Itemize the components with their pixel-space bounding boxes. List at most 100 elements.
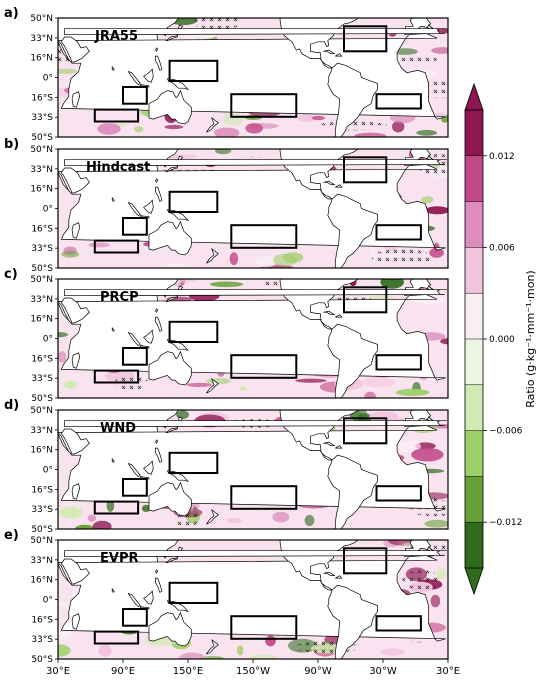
region-boxes bbox=[93, 25, 422, 123]
latitude-tick-label: 50°S bbox=[31, 133, 53, 143]
panel-letter: e) bbox=[4, 528, 19, 543]
land-philippines bbox=[155, 577, 163, 593]
land-arabia bbox=[60, 428, 90, 455]
land-philippines bbox=[155, 447, 163, 463]
colorbar-segment bbox=[465, 110, 483, 157]
panel-name: Hindcast bbox=[86, 160, 150, 175]
land-madagascar bbox=[71, 222, 81, 239]
land-madagascar bbox=[71, 352, 81, 369]
land-arabia bbox=[60, 558, 90, 585]
land-greece-turkey bbox=[64, 550, 447, 558]
region-box-5 bbox=[343, 417, 388, 445]
land-africa bbox=[58, 294, 446, 381]
land-newzealand bbox=[206, 117, 219, 133]
latitude-tick-label: 50°N bbox=[30, 14, 53, 24]
land-masses bbox=[58, 410, 447, 529]
colorbar-segment bbox=[465, 339, 483, 386]
panel-name: PRCP bbox=[100, 290, 139, 305]
colorbar-tick-label: 0.000 bbox=[489, 335, 515, 345]
region-box-2 bbox=[122, 347, 148, 366]
map-panel-4: 50°N 33°N 16°N 0° 16°S 33°S 50°S d) WND bbox=[4, 398, 449, 535]
land-australia bbox=[148, 89, 192, 125]
region-box-1 bbox=[93, 500, 140, 515]
region-box-3 bbox=[168, 320, 219, 343]
land-sri-lanka bbox=[111, 457, 115, 463]
land-borneo bbox=[143, 460, 154, 475]
latitude-tick-label: 16°N bbox=[30, 446, 53, 456]
colorbar-segment bbox=[465, 155, 483, 202]
land-philippines bbox=[155, 186, 163, 202]
latitude-tick-label: 0° bbox=[43, 596, 53, 606]
latitude-tick-label: 33°S bbox=[31, 244, 53, 254]
land-arabia bbox=[60, 297, 90, 324]
land-sri-lanka bbox=[111, 196, 115, 202]
latitude-tick-label: 50°S bbox=[31, 655, 53, 665]
land-hispaniola bbox=[335, 184, 343, 188]
region-boxes bbox=[93, 417, 422, 515]
colorbar-segment bbox=[465, 247, 483, 294]
land-arabia bbox=[60, 36, 90, 63]
longitude-tick-label: 150°E bbox=[173, 666, 203, 677]
map-panel-5: 50°N 33°N 16°N 0° 16°S 33°S 50°S e) EVPR bbox=[4, 528, 449, 665]
land-africa bbox=[58, 33, 446, 120]
land-taiwan bbox=[155, 178, 159, 183]
land-greece-turkey bbox=[64, 28, 447, 36]
region-box-2 bbox=[122, 86, 148, 105]
land-newzealand bbox=[206, 509, 219, 525]
latitude-tick-label: 16°S bbox=[31, 93, 53, 103]
region-box-3 bbox=[168, 59, 219, 82]
region-box-4 bbox=[230, 224, 298, 249]
land-cuba bbox=[323, 310, 336, 316]
land-sumatra bbox=[127, 201, 141, 217]
region-box-4 bbox=[230, 354, 298, 379]
land-cuba bbox=[323, 180, 336, 186]
longitude-tick-label: 30°E bbox=[436, 666, 460, 677]
latitude-tick-label: 33°N bbox=[30, 426, 53, 436]
latitude-tick-label: 50°S bbox=[31, 264, 53, 274]
region-box-6 bbox=[375, 93, 422, 110]
region-boxes bbox=[93, 286, 422, 384]
latitude-tick-label: 50°N bbox=[30, 145, 53, 155]
region-box-5 bbox=[343, 156, 388, 184]
region-boxes bbox=[93, 547, 422, 645]
land-masses bbox=[58, 18, 447, 137]
latitude-tick-label: 33°N bbox=[30, 295, 53, 305]
panel-name: WND bbox=[100, 421, 136, 436]
latitude-tick-label: 33°S bbox=[31, 635, 53, 645]
region-box-3 bbox=[168, 451, 219, 474]
region-box-1 bbox=[93, 239, 140, 254]
land-madagascar bbox=[71, 613, 81, 630]
land-sri-lanka bbox=[111, 587, 115, 593]
latitude-tick-label: 16°N bbox=[30, 576, 53, 586]
region-box-5 bbox=[343, 547, 388, 575]
colorbar-segment bbox=[465, 522, 483, 569]
panel-letter: b) bbox=[4, 137, 19, 152]
land-masses bbox=[58, 149, 447, 268]
land-hispaniola bbox=[335, 53, 343, 57]
region-box-2 bbox=[122, 217, 148, 236]
colorbar-label: Ratio (g·kg⁻¹·mm⁻¹·mon) bbox=[524, 270, 537, 407]
land-sumatra bbox=[127, 592, 141, 608]
land-hispaniola bbox=[335, 575, 343, 579]
land-africa bbox=[58, 164, 446, 251]
land-southamerica bbox=[327, 62, 378, 137]
land-cuba bbox=[323, 49, 336, 55]
region-boxes bbox=[93, 156, 422, 254]
panel-letter: a) bbox=[4, 6, 19, 21]
latitude-tick-label: 33°N bbox=[30, 556, 53, 566]
map-panel-2: 50°N 33°N 16°N 0° 16°S 33°S 50°S b) Hindcast bbox=[4, 137, 449, 274]
land-madagascar bbox=[71, 91, 81, 108]
region-box-1 bbox=[93, 630, 140, 645]
land-borneo bbox=[143, 590, 154, 605]
land-cuba bbox=[323, 571, 336, 577]
land-australia bbox=[148, 611, 192, 647]
latitude-tick-label: 33°N bbox=[30, 165, 53, 175]
land-africa bbox=[58, 425, 446, 512]
region-box-5 bbox=[343, 25, 388, 53]
region-box-1 bbox=[93, 369, 140, 384]
region-box-4 bbox=[230, 93, 298, 118]
colorbar-extend-top bbox=[464, 82, 484, 111]
land-greece-turkey bbox=[64, 420, 447, 428]
latitude-tick-label: 33°S bbox=[31, 505, 53, 515]
